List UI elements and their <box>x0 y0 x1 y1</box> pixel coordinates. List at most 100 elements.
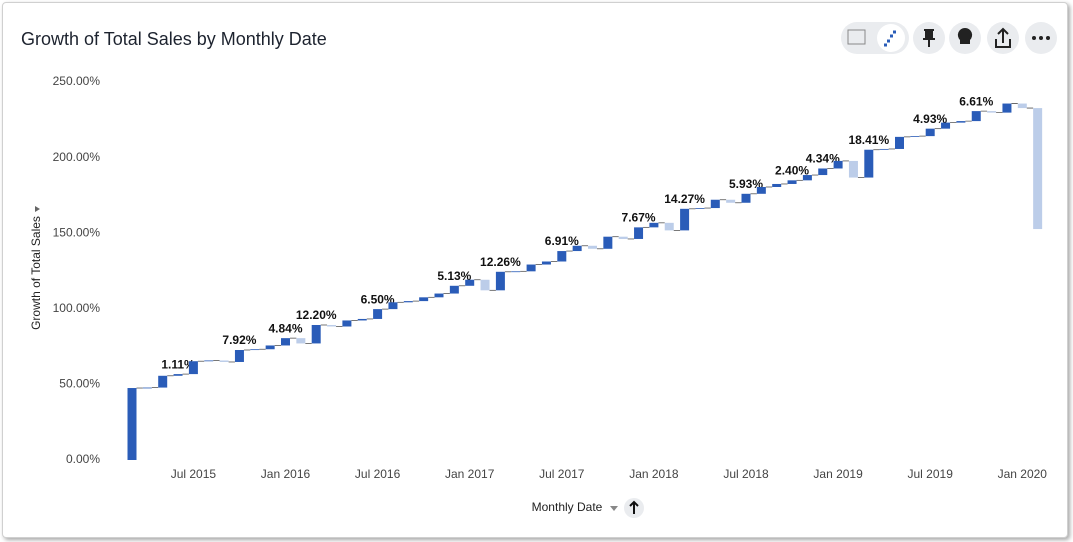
data-label: 4.93% <box>913 112 947 126</box>
bulb-icon <box>957 27 973 44</box>
sort-icon <box>629 500 639 514</box>
bar <box>465 279 475 286</box>
bar <box>726 199 736 203</box>
data-label: 6.61% <box>959 94 993 108</box>
bar <box>895 136 904 149</box>
y-axis-label[interactable]: Growth of Total Sales <box>29 216 43 330</box>
bar <box>710 199 720 209</box>
data-label: 12.26% <box>480 255 521 269</box>
x-tick-label: Jan 2016 <box>261 467 311 481</box>
x-tick-label: Jul 2019 <box>908 467 954 481</box>
bar <box>495 271 505 291</box>
bar <box>695 208 705 209</box>
bar <box>188 361 198 375</box>
bar <box>127 388 137 460</box>
bar <box>618 236 628 239</box>
bar <box>357 318 367 321</box>
x-axis-menu[interactable] <box>610 506 618 511</box>
data-label: 5.93% <box>729 177 763 191</box>
chart-icon <box>884 30 896 47</box>
bar <box>296 338 306 344</box>
x-tick-label: Jan 2020 <box>998 467 1048 481</box>
bar <box>987 111 997 113</box>
bar <box>234 350 244 362</box>
table-icon <box>847 29 866 45</box>
bar <box>511 271 521 273</box>
bar <box>956 121 966 123</box>
chart-view-button[interactable] <box>877 24 905 52</box>
bar <box>281 338 290 346</box>
bar <box>265 345 275 350</box>
chart: Growth of Total Sales by Monthly Date Gr… <box>21 22 1057 518</box>
bar <box>879 148 889 150</box>
bar <box>342 320 352 327</box>
bar <box>327 324 337 327</box>
x-tick-label: Jan 2017 <box>445 467 495 481</box>
bar <box>388 302 398 310</box>
bar <box>1017 103 1027 109</box>
bar <box>925 128 935 137</box>
bar <box>634 227 644 239</box>
data-label: 7.92% <box>222 333 256 347</box>
data-label: 12.20% <box>296 308 337 322</box>
x-tick-label: Jan 2019 <box>813 467 863 481</box>
y-tick-label: 150.00% <box>53 225 101 239</box>
pin-icon <box>923 29 935 47</box>
bar <box>250 349 260 351</box>
data-label: 1.11% <box>161 357 195 371</box>
chart-title: Growth of Total Sales by Monthly Date <box>21 29 327 49</box>
bar <box>557 251 567 262</box>
bar <box>664 222 674 231</box>
data-label: 18.41% <box>848 133 889 147</box>
data-label: 6.91% <box>545 234 579 248</box>
bar <box>158 375 168 388</box>
bar <box>941 122 951 129</box>
x-axis-label[interactable]: Monthly Date <box>532 500 603 514</box>
bar <box>588 245 597 249</box>
bar <box>864 149 874 178</box>
bar <box>434 293 444 298</box>
bar <box>219 360 229 362</box>
data-label: 7.67% <box>622 211 656 225</box>
bar <box>403 301 413 303</box>
bar <box>173 374 183 376</box>
bar <box>680 208 690 231</box>
bar <box>603 236 613 249</box>
share-icon <box>995 27 1011 48</box>
data-label: 14.27% <box>664 192 705 206</box>
bar <box>311 324 321 344</box>
bar <box>802 175 812 181</box>
bar <box>756 186 766 194</box>
data-label: 6.50% <box>361 292 395 306</box>
bar <box>818 168 828 176</box>
data-label: 2.40% <box>775 164 809 178</box>
x-tick-label: Jan 2018 <box>629 467 679 481</box>
y-tick-label: 50.00% <box>59 377 100 391</box>
x-tick-label: Jul 2018 <box>723 467 769 481</box>
bar <box>526 264 536 272</box>
bar <box>142 387 152 389</box>
bar <box>787 180 797 184</box>
data-label: 5.13% <box>437 269 471 283</box>
data-label: 4.84% <box>268 321 302 335</box>
bar <box>572 245 582 252</box>
x-tick-label: Jul 2016 <box>355 467 401 481</box>
bar <box>480 279 490 291</box>
x-tick-label: Jul 2017 <box>539 467 585 481</box>
y-tick-label: 0.00% <box>66 452 100 466</box>
bar <box>541 261 551 265</box>
bar <box>649 222 659 228</box>
bar <box>1002 103 1012 113</box>
data-label: 4.34% <box>806 152 840 166</box>
y-tick-label: 250.00% <box>53 74 101 88</box>
y-axis-menu[interactable] <box>35 206 40 212</box>
bar <box>741 193 751 203</box>
y-tick-label: 100.00% <box>53 301 101 315</box>
bar <box>833 160 843 169</box>
bar <box>848 160 858 178</box>
bar <box>1033 108 1043 230</box>
bar <box>419 297 429 302</box>
bar <box>772 183 782 187</box>
bar <box>910 136 920 137</box>
